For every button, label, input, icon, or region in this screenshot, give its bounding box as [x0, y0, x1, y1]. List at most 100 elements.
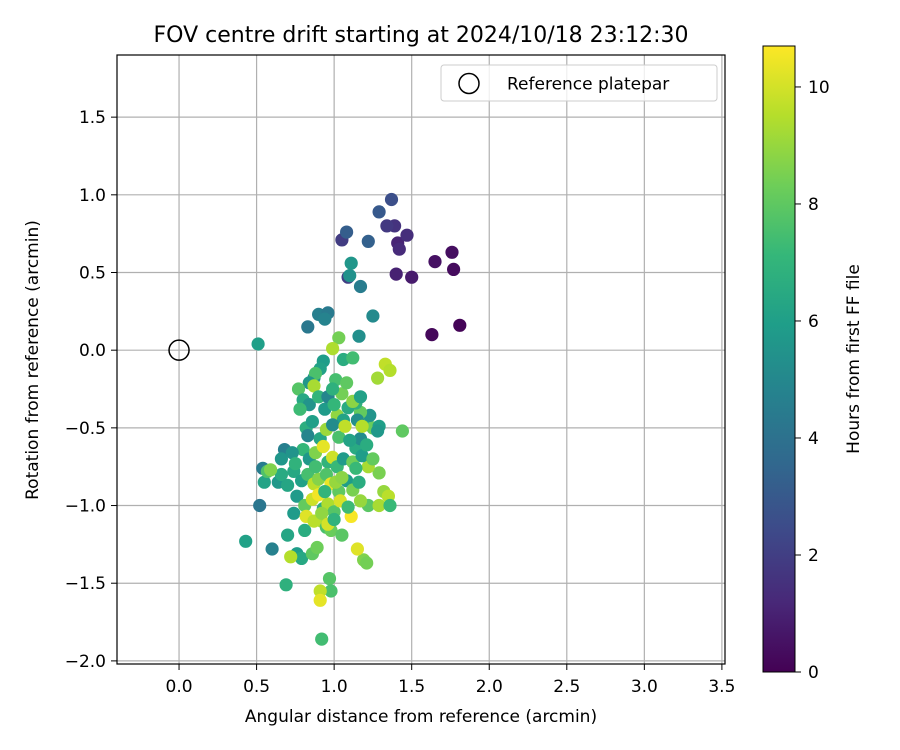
y-tick-label: −2.0	[65, 652, 106, 672]
data-point	[326, 418, 340, 432]
data-point	[352, 329, 366, 343]
data-point	[281, 478, 295, 492]
data-point	[360, 438, 374, 452]
x-tick-label: 2.0	[476, 677, 503, 697]
data-point	[301, 320, 315, 334]
data-point	[313, 584, 327, 598]
data-point	[335, 528, 349, 542]
axes: 0.0 0.5 1.0 1.5 2.0 2.5 3.0 3.5 −2.0 −1.5 −1.0 −0.5…	[65, 54, 735, 697]
colorbar-tick-label: 6	[808, 312, 819, 332]
data-point	[293, 402, 307, 416]
data-point	[338, 419, 352, 433]
data-point	[428, 255, 442, 269]
colorbar-label: Hours from first FF file	[844, 264, 864, 454]
colorbar-tick-label: 10	[808, 78, 830, 98]
plot-frame	[116, 54, 726, 665]
x-tick-label: 3.0	[631, 677, 658, 697]
data-point	[383, 363, 397, 377]
x-tick-label: 1.5	[398, 677, 425, 697]
data-point	[265, 542, 279, 556]
data-point	[340, 225, 354, 239]
x-tick-label: 1.0	[321, 677, 348, 697]
data-point	[371, 424, 385, 438]
data-point	[253, 498, 267, 513]
data-point	[340, 376, 354, 390]
y-tick-label: 1.0	[79, 186, 106, 206]
data-point	[288, 457, 302, 471]
x-tick-label: 3.5	[708, 677, 735, 697]
data-point	[281, 528, 295, 542]
data-point	[372, 205, 386, 219]
data-point	[355, 449, 369, 463]
data-point	[324, 584, 338, 598]
y-tick-label: 1.5	[79, 108, 106, 128]
data-point	[425, 328, 439, 342]
data-point	[308, 460, 323, 474]
colorbar: 0 2 4 6 8 10 Hours from first FF file	[762, 45, 864, 683]
data-point	[305, 415, 319, 429]
data-point	[279, 578, 293, 592]
data-point	[251, 337, 265, 351]
data-point	[290, 489, 304, 503]
data-point	[310, 540, 324, 555]
data-point	[316, 439, 330, 454]
data-point	[285, 446, 299, 460]
colorbar-tick-label: 2	[808, 546, 819, 566]
data-point	[332, 331, 346, 345]
data-point	[326, 382, 340, 396]
data-point	[447, 262, 461, 276]
data-point	[445, 245, 459, 259]
data-point	[405, 270, 419, 284]
chart-title: FOV centre drift starting at 2024/10/18 …	[154, 23, 689, 48]
data-points	[168, 192, 467, 646]
legend: Reference platepar	[440, 64, 718, 102]
colorbar-gradient	[762, 45, 796, 673]
colorbar-tick-label: 0	[808, 663, 819, 683]
data-point	[327, 512, 341, 527]
data-point	[315, 506, 329, 520]
data-point	[343, 269, 357, 283]
y-tick-label: 0.0	[79, 341, 106, 361]
legend-label: Reference platepar	[507, 75, 669, 95]
data-point	[389, 267, 403, 281]
x-axis-label: Angular distance from reference (arcmin)	[245, 707, 597, 727]
legend-marker	[458, 72, 480, 95]
data-point	[353, 279, 368, 294]
data-point	[344, 256, 358, 270]
data-point	[298, 523, 312, 538]
data-point	[315, 632, 329, 646]
data-point	[335, 471, 349, 485]
data-point	[296, 443, 310, 457]
data-point	[291, 382, 306, 396]
y-axis-label: Rotation from reference (arcmin)	[23, 220, 43, 500]
data-point	[383, 498, 397, 513]
data-point	[257, 475, 271, 489]
data-point	[400, 228, 414, 242]
data-point	[353, 494, 368, 508]
x-tick-label: 0.5	[243, 677, 270, 697]
data-point	[343, 433, 357, 447]
data-point	[264, 463, 278, 477]
data-point	[360, 556, 374, 570]
data-point	[295, 551, 309, 566]
data-point	[366, 309, 380, 323]
x-tick-label: 2.5	[553, 677, 580, 697]
colorbar-ticks: 0 2 4 6 8 10	[795, 78, 830, 683]
data-point	[353, 390, 368, 404]
data-point	[350, 542, 364, 556]
data-point	[287, 506, 301, 520]
colorbar-tick-label: 4	[808, 429, 819, 449]
grid-lines	[117, 55, 725, 664]
data-point	[372, 466, 386, 480]
data-point	[274, 452, 288, 466]
data-point	[352, 475, 366, 489]
data-point	[380, 219, 394, 233]
data-point	[318, 485, 332, 499]
data-point	[327, 398, 341, 412]
y-tick-label: −0.5	[65, 419, 106, 439]
data-point	[366, 452, 380, 466]
data-point	[346, 351, 360, 365]
reference-marker	[168, 339, 190, 361]
data-point	[284, 550, 298, 564]
